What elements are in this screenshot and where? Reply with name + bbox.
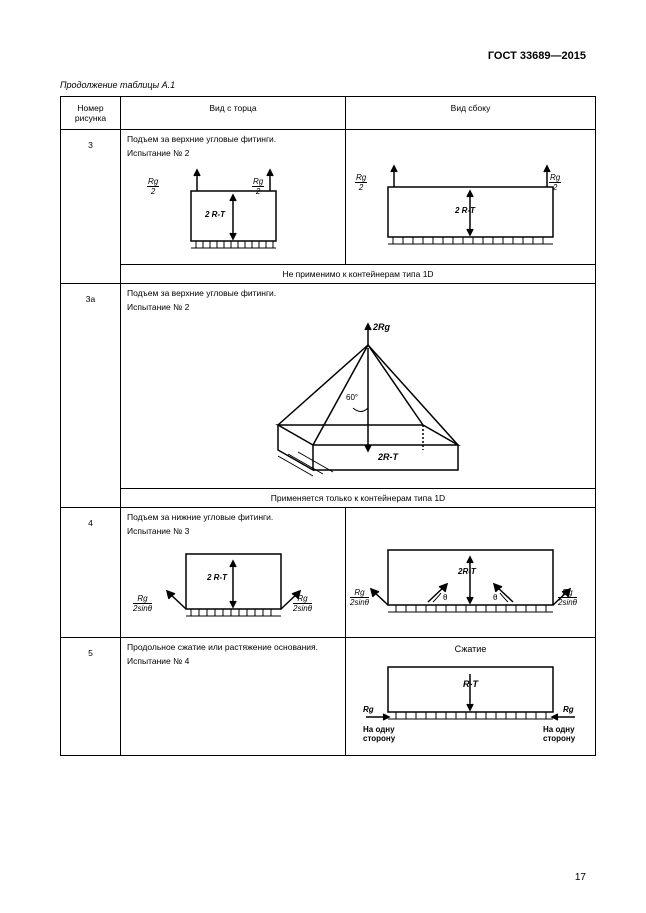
desc-line: Подъем за нижние угловые фитинги. — [127, 512, 339, 522]
main-table: Номер рисунка Вид с торца Вид сбоку 3 По… — [60, 96, 596, 756]
doc-id: ГОСТ 33689—2015 — [488, 50, 586, 62]
desc-line: Подъем за верхние угловые фитинги. — [127, 134, 339, 144]
table-row: 3а Подъем за верхние угловые фитинги. Ис… — [61, 284, 596, 489]
diagram-4-side: θ θ — [358, 540, 583, 625]
desc-line: Испытание № 4 — [127, 656, 339, 666]
desc-line: Испытание № 2 — [127, 302, 589, 312]
desc-line: Испытание № 2 — [127, 148, 339, 158]
svg-text:θ: θ — [493, 593, 498, 602]
cell-side-3: Rg2 Rg2 2 R-T — [346, 130, 596, 265]
svg-text:θ: θ — [443, 593, 448, 602]
col-header-num: Номер рисунка — [61, 97, 121, 130]
row-num: 4 — [61, 508, 121, 638]
diagram-5-side: R-T Rg Rg На одну сторону На одну сторон… — [358, 662, 583, 747]
col-header-side: Вид сбоку — [346, 97, 596, 130]
desc-line: Продольное сжатие или растяжение основан… — [127, 642, 339, 652]
svg-text:сторону: сторону — [363, 734, 396, 743]
svg-text:сторону: сторону — [543, 734, 576, 743]
page-number: 17 — [575, 872, 586, 883]
cell-end-5: Продольное сжатие или растяжение основан… — [121, 638, 346, 756]
col-header-end: Вид с торца — [121, 97, 346, 130]
table-row: 3 Подъем за верхние угловые фитинги. Исп… — [61, 130, 596, 265]
svg-text:На одну: На одну — [543, 725, 575, 734]
cell-side-5: Сжатие R-T Rg Rg — [346, 638, 596, 756]
cell-end-3: Подъем за верхние угловые фитинги. Испыт… — [121, 130, 346, 265]
diagram-3-end — [151, 166, 316, 256]
svg-text:2R-T: 2R-T — [377, 452, 400, 462]
diagram-3a: 2Rg 60° 2R-T — [223, 320, 493, 480]
svg-text:На одну: На одну — [363, 725, 395, 734]
table-row: 4 Подъем за нижние угловые фитинги. Испы… — [61, 508, 596, 638]
svg-text:60°: 60° — [346, 393, 358, 402]
note-text: Применяется только к контейнерам типа 1D — [121, 489, 596, 508]
row-num: 3 — [61, 130, 121, 284]
note-row-3a: Применяется только к контейнерам типа 1D — [61, 489, 596, 508]
table-caption: Продолжение таблицы А.1 — [60, 80, 596, 90]
svg-text:Rg: Rg — [363, 705, 374, 714]
side-title: Сжатие — [352, 644, 589, 654]
cell-end-4: Подъем за нижние угловые фитинги. Испыта… — [121, 508, 346, 638]
desc-line: Испытание № 3 — [127, 526, 339, 536]
table-row: 5 Продольное сжатие или растяжение основ… — [61, 638, 596, 756]
desc-line: Подъем за верхние угловые фитинги. — [127, 288, 589, 298]
row-num: 5 — [61, 638, 121, 756]
row-num: 3а — [61, 284, 121, 508]
svg-text:2Rg: 2Rg — [372, 322, 391, 332]
cell-3a: Подъем за верхние угловые фитинги. Испыт… — [121, 284, 596, 489]
note-row-3: Не применимо к контейнерам типа 1D — [61, 265, 596, 284]
svg-text:R-T: R-T — [463, 679, 479, 689]
note-text: Не применимо к контейнерам типа 1D — [121, 265, 596, 284]
cell-side-4: θ θ Rg2sinθ Rg2sinθ 2R-T — [346, 508, 596, 638]
svg-text:Rg: Rg — [563, 705, 574, 714]
diagram-4-end — [136, 544, 331, 629]
